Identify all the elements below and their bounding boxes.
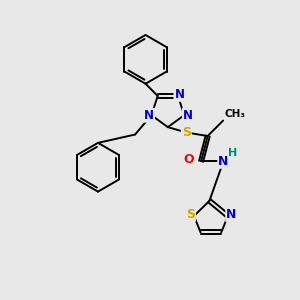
Text: N: N	[175, 88, 184, 101]
Text: H: H	[228, 148, 238, 158]
Text: N: N	[226, 208, 237, 221]
Text: O: O	[183, 153, 194, 166]
Text: N: N	[183, 109, 193, 122]
Text: CH₃: CH₃	[225, 110, 246, 119]
Text: S: S	[186, 208, 195, 221]
Text: S: S	[182, 126, 191, 139]
Text: N: N	[218, 155, 229, 168]
Text: N: N	[144, 109, 154, 122]
